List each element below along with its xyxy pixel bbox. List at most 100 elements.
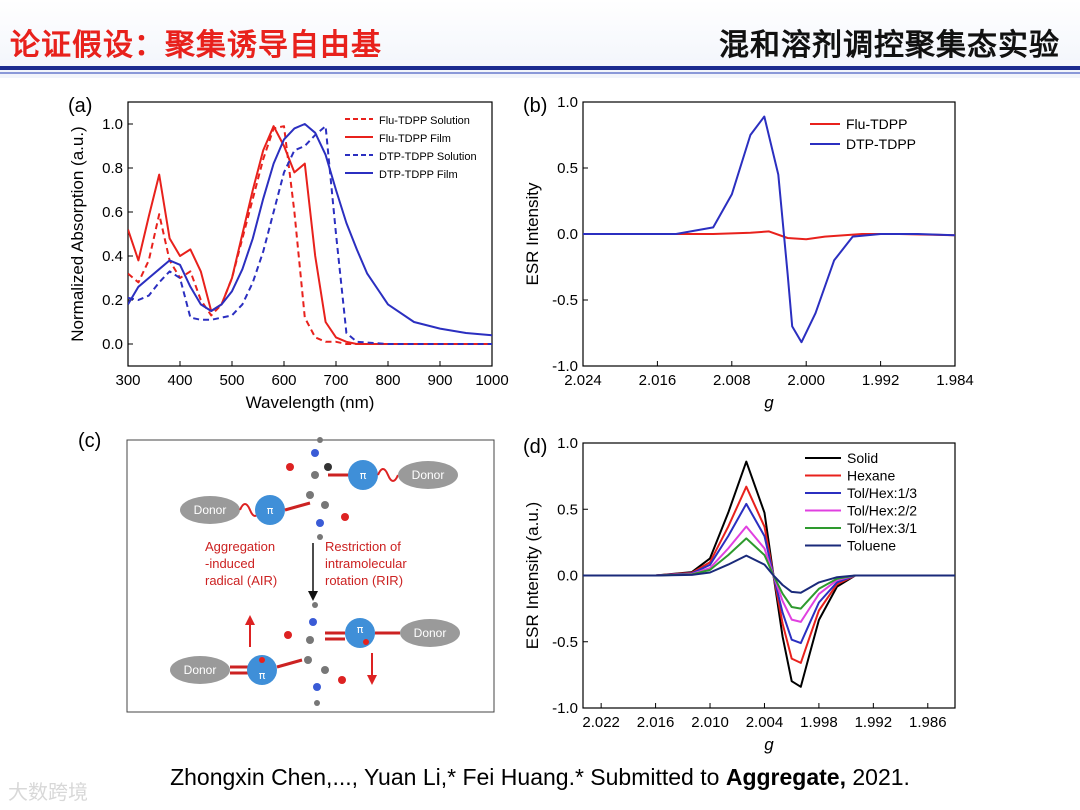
x-tick-label: 400: [167, 372, 192, 389]
donor-right-top-label: Donor: [412, 468, 445, 482]
y-tick-label: -0.5: [552, 292, 578, 309]
x-tick-label: 2.000: [787, 372, 825, 389]
y-tick-label: 0.2: [102, 292, 123, 309]
series-line: [583, 502, 955, 645]
donor-right-top: [398, 461, 458, 489]
arrow-up-head: [245, 615, 255, 625]
x-tick-label: 2.010: [691, 714, 729, 731]
y-tick-label: 0.0: [557, 568, 578, 585]
chart-d: (d) 2.022 2.016 2.010 2.004 1.998 1.992 1.986 -1…: [523, 435, 956, 754]
y-tick-label: 0.6: [102, 204, 123, 221]
donor-left-top-label: Donor: [194, 503, 227, 517]
legend-label: Flu-TDPP Film: [379, 133, 451, 145]
x-tick-label: 700: [323, 372, 348, 389]
legend-label: DTP-TDPP Film: [379, 169, 458, 181]
atom-5: [317, 437, 323, 443]
legend-label: Tol/Hex:3/1: [847, 520, 917, 536]
series-line: [583, 537, 955, 610]
atom-b-o2: [338, 676, 346, 684]
series-line: [128, 123, 492, 337]
x-axis-label: g: [764, 393, 774, 412]
panel-label: (b): [523, 95, 547, 117]
y-tick-label: 1.0: [557, 435, 578, 452]
citation: Zhongxin Chen,..., Yuan Li,* Fei Huang.*…: [0, 764, 1080, 791]
chart-a: (a) 300 400 500 600 700 800 900 1000 0.0 0.2 0.4 0.6…: [68, 95, 509, 412]
x-tick-label: 2.004: [746, 714, 784, 731]
chart-b: (b) 2.024 2.016 2.008 2.000 1.992 1.984 -1.0 -0.…: [523, 94, 974, 412]
x-tick-label: 1000: [475, 372, 508, 389]
x-tick-label: 2.022: [582, 714, 620, 731]
y-axis-label: ESR Intensity: [523, 182, 542, 285]
atom-n2: [316, 519, 324, 527]
legend-label: Tol/Hex:1/3: [847, 485, 917, 501]
atom-o2: [341, 513, 349, 521]
donor-right-bottom: [400, 619, 460, 647]
atom-b3: [321, 666, 329, 674]
bond-1: [284, 501, 311, 512]
y-tick-label: 0.5: [557, 501, 578, 518]
y-tick-label: 0.0: [102, 336, 123, 353]
donor-left-top: [180, 496, 240, 524]
legend-label: Tol/Hex:2/2: [847, 503, 917, 519]
plot-frame: [127, 101, 493, 367]
x-tick-label: 600: [271, 372, 296, 389]
atom-1: [311, 471, 319, 479]
pi-left-top: [255, 495, 285, 525]
legend-label: Solid: [847, 450, 878, 466]
legend-label: Flu-TDPP: [846, 116, 907, 132]
citation-journal: Aggregate,: [725, 764, 846, 790]
pi-left-top-label: π: [267, 504, 274, 517]
donor-right-bottom-label: Donor: [414, 626, 447, 640]
y-tick-label: -1.0: [552, 358, 578, 375]
x-tick-label: 800: [375, 372, 400, 389]
header-bar: [0, 0, 1080, 78]
slide-title-left: 论证假设：聚集诱导自由基: [10, 28, 382, 63]
y-axis-label: Normalized Absorption (a.u.): [68, 126, 87, 341]
donor-left-bottom-label: Donor: [184, 663, 217, 677]
molecule-bottom: Donor π π Donor: [170, 602, 460, 706]
legend-label: Hexane: [847, 468, 895, 484]
radical-dot-left: [259, 657, 265, 663]
x-tick-label: 1.992: [855, 714, 893, 731]
y-tick-label: 1.0: [557, 94, 578, 111]
atom-b4: [312, 602, 318, 608]
series-line: [128, 125, 492, 345]
series-line: [583, 115, 955, 344]
atom-6: [317, 534, 323, 540]
x-tick-label: 900: [427, 372, 452, 389]
atom-b-n2: [313, 683, 321, 691]
watermark: 大数跨境: [8, 780, 88, 804]
x-tick-label: 300: [115, 372, 140, 389]
x-tick-label: 2.016: [637, 714, 675, 731]
x-tick-label: 1.992: [862, 372, 900, 389]
x-tick-label: 2.016: [639, 372, 677, 389]
legend-label: DTP-TDPP: [846, 136, 916, 152]
atom-3: [306, 491, 314, 499]
atom-n1: [311, 449, 319, 457]
air-line-3: radical (AIR): [205, 573, 277, 588]
arrow-down-head: [367, 675, 377, 685]
citation-prefix: Zhongxin Chen,..., Yuan Li,* Fei Huang.*…: [170, 764, 726, 790]
series-line: [583, 485, 955, 664]
air-line-2: -induced: [205, 556, 255, 571]
legend-label: Flu-TDPP Solution: [379, 115, 470, 127]
x-axis-label: g: [764, 735, 774, 754]
pi-right-top-label: π: [360, 469, 367, 482]
y-tick-label: -1.0: [552, 700, 578, 717]
y-tick-label: 0.8: [102, 160, 123, 177]
rir-line-1: Restriction of: [325, 539, 401, 554]
atom-4: [321, 501, 329, 509]
panel-label-c: (c): [78, 430, 101, 452]
atom-o1: [286, 463, 294, 471]
x-tick-label: 2.024: [564, 372, 602, 389]
atom-b1: [306, 636, 314, 644]
series-line: [128, 125, 492, 345]
y-tick-label: 0.4: [102, 248, 123, 265]
y-tick-label: 0.5: [557, 160, 578, 177]
panel-label: (d): [523, 436, 547, 458]
radical-dot-right: [363, 639, 369, 645]
pi-right-bottom-label: π: [357, 623, 364, 636]
x-tick-label: 1.998: [800, 714, 838, 731]
rir-line-2: intramolecular: [325, 556, 407, 571]
x-axis-label: Wavelength (nm): [246, 393, 375, 412]
